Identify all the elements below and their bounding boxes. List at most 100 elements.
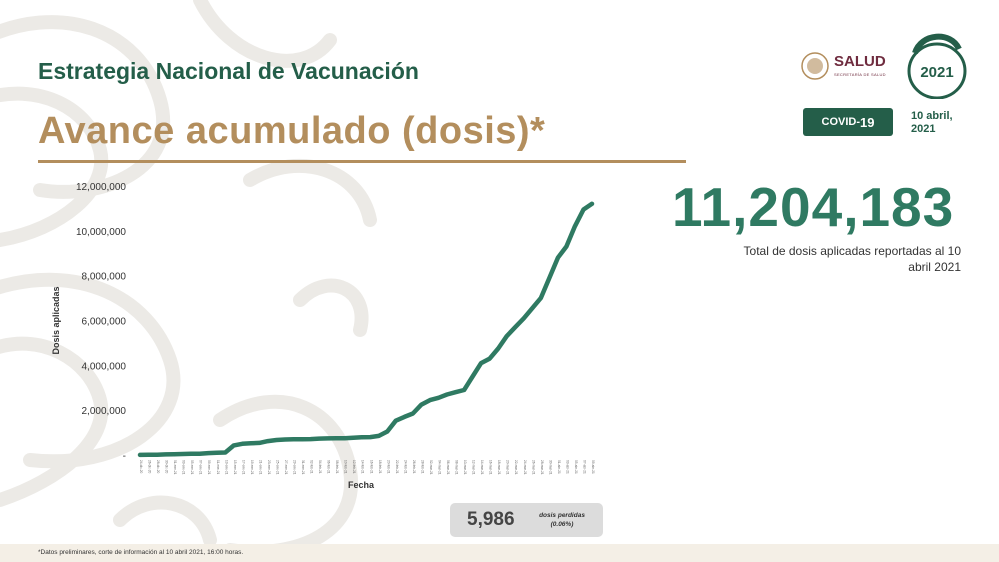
x-tick-label: 12-mar-21 <box>472 460 476 475</box>
x-tick-label: 31-ene-21 <box>301 460 305 475</box>
page-subtitle: Avance acumulado (dosis)* <box>38 110 546 152</box>
covid-badge-number: 19 <box>860 114 875 130</box>
data-point <box>189 452 193 456</box>
x-tick-label: 06-mar-21 <box>446 460 450 475</box>
x-tick-label: 17-ene-21 <box>241 460 245 475</box>
page-title: Estrategia Nacional de Vacunación <box>38 58 419 84</box>
lost-doses-value: 5,986 <box>467 509 515 530</box>
x-tick-label: 28-mar-21 <box>540 460 544 475</box>
data-point <box>224 451 227 454</box>
cumulative-doses-chart: - 2,000,000 4,000,000 6,000,000 8,000,000 10,… <box>51 182 595 490</box>
salud-logo-text: SALUD <box>834 53 886 70</box>
x-tick-label: 24-mar-21 <box>523 460 527 475</box>
mexico-2021-emblem: 2021 <box>907 33 967 99</box>
data-point <box>369 435 372 439</box>
data-point <box>241 442 244 445</box>
y-tick-label: - <box>123 451 126 462</box>
data-point <box>292 438 295 441</box>
x-tick-label: 20-mar-21 <box>506 460 510 475</box>
x-tick-label: 18-mar-21 <box>497 460 501 475</box>
data-point <box>548 276 551 280</box>
x-tick-label: 16-mar-21 <box>489 460 493 475</box>
data-point <box>155 453 159 456</box>
x-tick-label: 06-feb-21 <box>327 460 331 474</box>
x-tick-label: 05-abr-21 <box>574 460 578 474</box>
y-axis-label: Dosis aplicadas <box>51 286 61 354</box>
data-point <box>164 453 167 456</box>
data-point <box>249 442 253 445</box>
x-tick-label: 16-feb-21 <box>369 460 373 474</box>
x-tick-label: 02-mar-21 <box>429 460 433 475</box>
covid-badge-prefix: COVID- <box>821 116 861 128</box>
data-point <box>539 296 543 300</box>
data-point <box>582 208 585 211</box>
x-tick-label: 30-dic-20 <box>165 460 169 474</box>
data-point <box>454 391 457 394</box>
data-point <box>522 317 525 320</box>
data-point <box>565 245 568 248</box>
x-tick-label: 22-feb-21 <box>395 460 399 474</box>
total-doses-caption: Total de dosis aplicadas reportadas al 1… <box>743 244 961 274</box>
data-point <box>471 375 474 378</box>
data-point <box>488 357 491 360</box>
x-tick-label: 26-mar-21 <box>531 460 535 475</box>
x-tick-label: 10-mar-21 <box>463 460 467 475</box>
data-point <box>445 393 449 396</box>
x-tick-label: 24-dic-20 <box>139 460 143 474</box>
data-point <box>352 436 355 439</box>
x-tick-label: 07-abr-21 <box>582 460 586 474</box>
data-point <box>232 444 236 447</box>
data-point <box>556 256 560 259</box>
footer-bar <box>0 544 999 562</box>
total-doses-value: 11,204,183 <box>672 176 955 238</box>
data-point <box>326 437 329 440</box>
data-point <box>496 347 500 350</box>
lost-doses-label: dosis perdidas (0.06%) <box>539 512 585 528</box>
data-point <box>207 451 210 455</box>
data-point <box>275 438 278 442</box>
x-tick-label: 08-mar-21 <box>455 460 459 475</box>
data-point <box>428 398 432 402</box>
data-point <box>334 437 338 440</box>
report-date: 10 abril, 2021 <box>911 110 953 135</box>
data-point <box>420 403 423 406</box>
data-point <box>377 434 380 438</box>
x-tick-label: 23-ene-21 <box>267 460 271 475</box>
data-point <box>198 452 201 455</box>
data-point <box>462 388 466 392</box>
data-point <box>317 437 321 440</box>
footnote: *Datos preliminares, corte de informació… <box>38 549 244 556</box>
x-tick-label: 30-mar-21 <box>548 460 552 475</box>
x-tick-label: 12-feb-21 <box>352 460 356 474</box>
x-tick-label: 09-abr-21 <box>591 460 595 474</box>
x-tick-label: 27-ene-21 <box>284 460 288 475</box>
data-point <box>437 396 440 400</box>
data-point <box>258 441 261 445</box>
data-point <box>479 361 483 365</box>
x-tick-label: 19-ene-21 <box>250 460 254 475</box>
doses-line <box>137 201 595 458</box>
data-point <box>138 453 142 457</box>
y-tick-label: 12,000,000 <box>76 182 126 193</box>
y-tick-label: 10,000,000 <box>76 227 126 238</box>
x-tick-label: 28-dic-20 <box>156 460 160 474</box>
x-tick-label: 01-abr-21 <box>557 460 561 474</box>
data-point <box>147 453 150 456</box>
data-point <box>394 419 398 422</box>
x-tick-label: 24-feb-21 <box>403 460 407 474</box>
x-tick-label: 11-ene-21 <box>216 460 220 475</box>
y-tick-label: 2,000,000 <box>82 406 127 417</box>
title-divider <box>38 160 686 163</box>
x-tick-label: 13-ene-21 <box>224 460 228 475</box>
x-tick-label: 01-ene-21 <box>173 460 177 475</box>
data-point <box>215 451 218 454</box>
y-tick-label: 8,000,000 <box>82 272 127 283</box>
x-tick-label: 28-feb-21 <box>420 460 424 474</box>
x-tick-label: 15-ene-21 <box>233 460 237 475</box>
data-point <box>360 436 363 439</box>
data-point <box>283 438 287 441</box>
x-tick-label: 18-feb-21 <box>378 460 382 474</box>
x-tick-label: 29-ene-21 <box>293 460 297 475</box>
salud-eagle-icon <box>801 52 829 80</box>
